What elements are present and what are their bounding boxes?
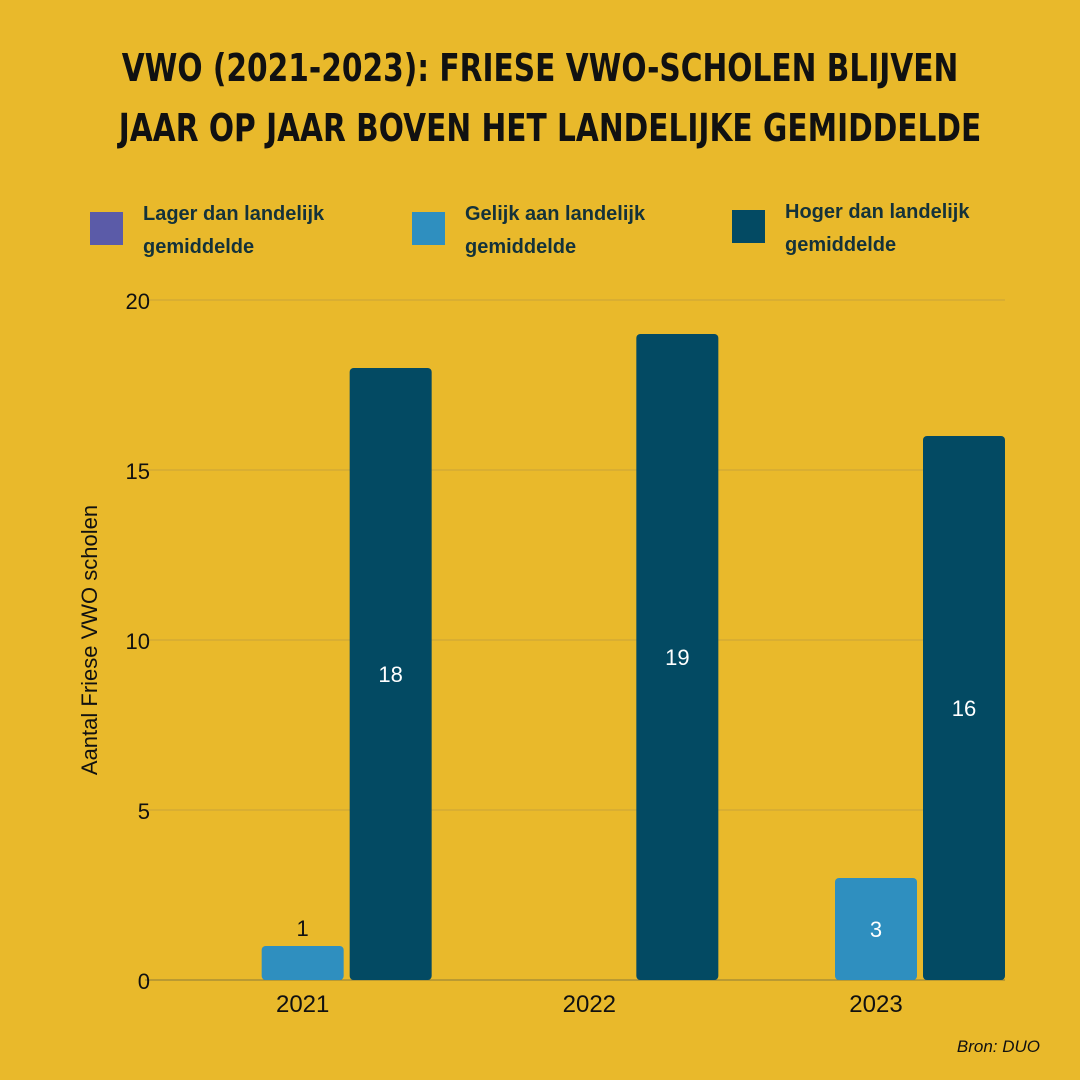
bars: 1 18 19 3 16 <box>261 334 1005 980</box>
x-tick-label: 2021 <box>276 991 329 1018</box>
x-tick-label: 2023 <box>849 991 902 1018</box>
data-label: 1 <box>297 916 309 941</box>
legend-swatch-lager <box>90 212 123 245</box>
y-axis-ticks: 0 5 10 15 20 <box>126 289 150 994</box>
bar-2023-series-2 <box>923 436 1005 980</box>
data-label: 18 <box>378 662 402 687</box>
chart-title: VWO (2021-2023): Friese VWO-scholen blij… <box>118 38 982 158</box>
y-tick-label: 10 <box>126 629 150 654</box>
bar-2021-series-2 <box>349 368 432 980</box>
legend-item-hoger: Hoger dan landelijk gemiddelde <box>732 196 1015 262</box>
legend-item-gelijk: Gelijk aan landelijk gemiddelde <box>412 198 695 264</box>
y-tick-label: 0 <box>138 969 150 994</box>
bar-2022-series-2 <box>636 334 719 980</box>
y-axis-label: Aantal Friese VWO scholen <box>77 505 102 775</box>
y-tick-label: 5 <box>138 799 150 824</box>
legend-swatch-hoger <box>732 210 765 243</box>
bar-2021-series-1 <box>261 946 344 980</box>
chart-title-line-1: VWO (2021-2023): Friese VWO-scholen blij… <box>121 46 959 90</box>
y-tick-label: 15 <box>126 459 150 484</box>
data-label: 19 <box>665 645 689 670</box>
bar-2023-series-1 <box>835 878 917 980</box>
legend-label-hoger: Hoger dan landelijk gemiddelde <box>785 201 970 256</box>
source-note: Bron: DUO <box>956 1037 1040 1056</box>
chart-title-line-2: jaar op jaar boven het landelijke gemidd… <box>118 106 982 150</box>
x-axis-ticks: 2021 2022 2023 <box>276 991 903 1018</box>
legend-label-lager: Lager dan landelijk gemiddelde <box>143 203 325 258</box>
legend-label-gelijk: Gelijk aan landelijk gemiddelde <box>465 203 646 258</box>
data-label: 3 <box>870 917 882 942</box>
x-tick-label: 2022 <box>563 991 616 1018</box>
data-label: 16 <box>952 696 976 721</box>
legend-item-lager: Lager dan landelijk gemiddelde <box>90 198 373 264</box>
legend-swatch-gelijk <box>412 212 445 245</box>
y-tick-label: 20 <box>126 289 150 314</box>
